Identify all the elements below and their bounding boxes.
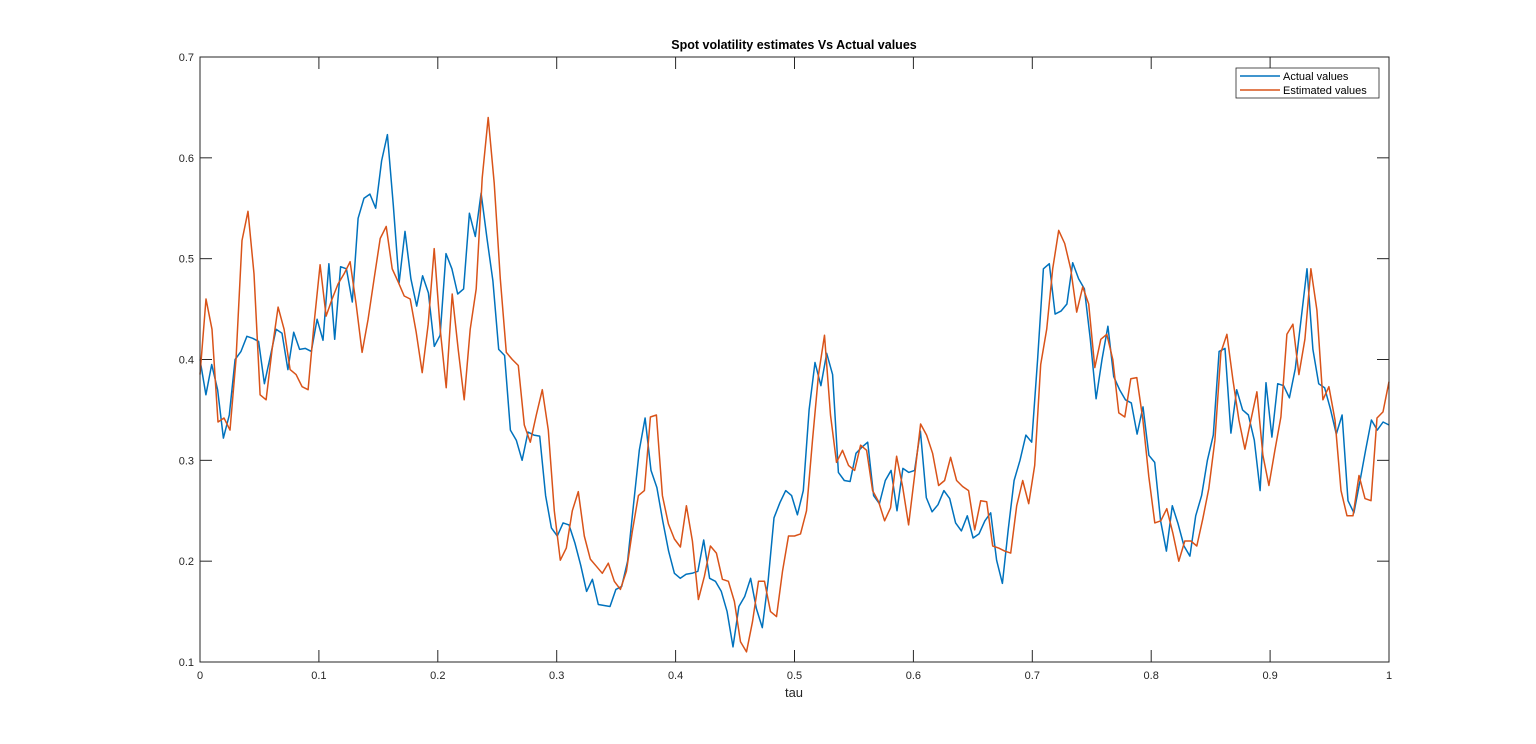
x-tick-label: 0.2 (430, 670, 445, 682)
x-tick-label: 0.7 (1025, 670, 1040, 682)
legend[interactable]: Actual values Estimated values (1235, 67, 1380, 99)
actual-values-line (199, 133, 1390, 648)
x-tick-label: 0.5 (787, 670, 802, 682)
series-layer (199, 116, 1390, 653)
y-tick-label: 0.1 (179, 657, 194, 669)
x-tick-label: 0.9 (1262, 670, 1277, 682)
x-tick-label: 0.3 (549, 670, 564, 682)
x-tick-label: 0.8 (1144, 670, 1159, 682)
plot-area (200, 57, 1389, 662)
chart-title: Spot volatility estimates Vs Actual valu… (671, 38, 917, 52)
y-tick-label: 0.2 (179, 556, 194, 568)
y-tick-label: 0.7 (179, 52, 194, 64)
y-tick-label: 0.4 (179, 355, 194, 367)
x-axis-tick-labels: 0 0.1 0.2 0.3 0.4 0.5 0.6 0.7 0.8 0.9 1 (197, 670, 1392, 682)
estimated-values-line (199, 116, 1390, 653)
x-tick-label: 1 (1386, 670, 1392, 682)
x-tick-label: 0.1 (311, 670, 326, 682)
x-tick-label: 0.6 (906, 670, 921, 682)
x-tick-label: 0 (197, 670, 203, 682)
x-axis-label: tau (785, 685, 803, 700)
y-tick-label: 0.5 (179, 254, 194, 266)
plot-frame (199, 56, 1390, 663)
y-tick-label: 0.6 (179, 153, 194, 165)
y-axis-tick-labels: 0.1 0.2 0.3 0.4 0.5 0.6 0.7 (179, 52, 194, 669)
legend-label-actual: Actual values (1283, 71, 1349, 83)
legend-label-estimated: Estimated values (1283, 85, 1367, 97)
legend-box (1235, 67, 1380, 99)
y-tick-label: 0.3 (179, 455, 194, 467)
x-tick-label: 0.4 (668, 670, 683, 682)
